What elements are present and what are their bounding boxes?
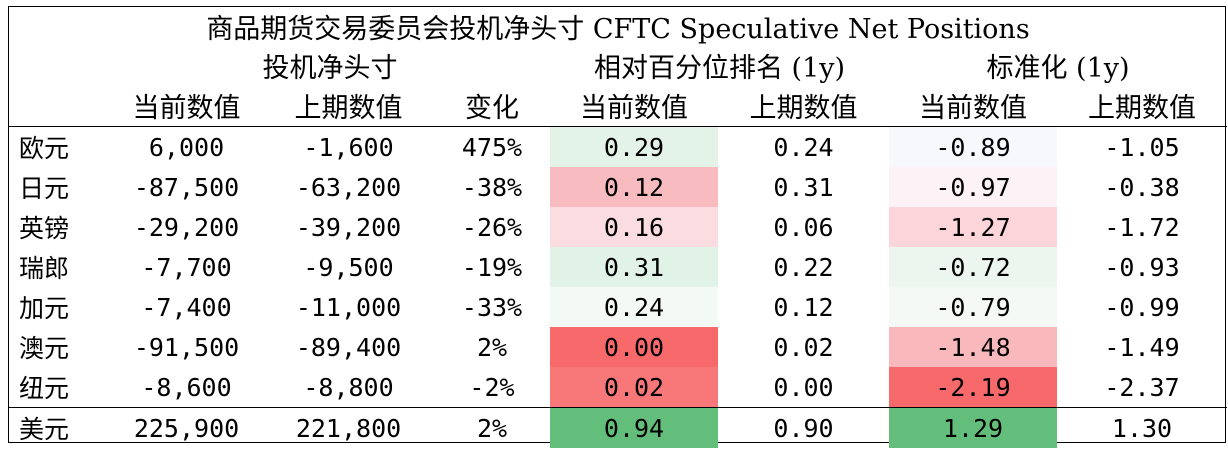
table-row: 日元 -87,500 -63,200 -38% 0.12 0.31 -0.97 -0.38 bbox=[9, 167, 1227, 207]
net-current-cell: -8,600 bbox=[141, 372, 232, 402]
rank-current-cell: 0.24 bbox=[550, 287, 718, 327]
table-row: 加元 -7,400 -11,000 -33% 0.24 0.12 -0.79 -0.99 bbox=[9, 287, 1227, 327]
std-previous-cell: -1.49 bbox=[1104, 332, 1180, 362]
net-previous-cell: -63,200 bbox=[295, 172, 402, 202]
std-previous-cell: -1.72 bbox=[1104, 212, 1180, 242]
std-previous-cell: 1.30 bbox=[1057, 407, 1227, 448]
currency-name: 纽元 bbox=[19, 374, 70, 403]
rank-current-cell: 0.31 bbox=[550, 247, 718, 287]
table-row: 欧元 6,000 -1,600 475% 0.29 0.24 -0.89 -1.05 bbox=[9, 126, 1227, 167]
std-current-cell: -0.72 bbox=[889, 247, 1057, 287]
currency-name: 澳元 bbox=[19, 334, 70, 363]
currency-name: 瑞郎 bbox=[19, 254, 70, 283]
net-current-cell: -91,500 bbox=[133, 332, 240, 362]
col-header-net-previous: 上期数值 bbox=[294, 93, 403, 124]
net-previous-cell: -8,800 bbox=[303, 372, 394, 402]
rank-previous-cell: 0.22 bbox=[773, 252, 834, 282]
std-current-cell: -2.19 bbox=[889, 367, 1057, 408]
rank-previous-cell: 0.00 bbox=[773, 372, 834, 402]
currency-name: 日元 bbox=[19, 174, 70, 203]
std-previous-cell: -0.38 bbox=[1104, 172, 1180, 202]
currency-name: 英镑 bbox=[19, 214, 70, 243]
net-previous-cell: -11,000 bbox=[295, 292, 402, 322]
net-current-cell: 225,900 bbox=[110, 407, 263, 448]
net-previous-cell: -89,400 bbox=[295, 332, 402, 362]
table-row: 澳元 -91,500 -89,400 2% 0.00 0.02 -1.48 -1.49 bbox=[9, 327, 1227, 367]
currency-name: 美元 bbox=[9, 407, 110, 448]
std-current-cell: -1.27 bbox=[889, 207, 1057, 247]
rank-current-cell: 0.29 bbox=[550, 126, 718, 167]
table-title: 商品期货交易委员会投机净头寸 CFTC Speculative Net Posi… bbox=[206, 14, 1030, 45]
table-body: 欧元 6,000 -1,600 475% 0.29 0.24 -0.89 -1.05 日元 -87… bbox=[9, 126, 1227, 448]
cftc-table-container: 商品期货交易委员会投机净头寸 CFTC Speculative Net Posi… bbox=[8, 6, 1227, 448]
net-current-cell: 6,000 bbox=[110, 126, 263, 167]
col-header-std-current: 当前数值 bbox=[919, 93, 1027, 124]
cftc-table: 商品期货交易委员会投机净头寸 CFTC Speculative Net Posi… bbox=[9, 7, 1227, 448]
std-current-cell: -1.48 bbox=[889, 327, 1057, 367]
table-row: 纽元 -8,600 -8,800 -2% 0.02 0.00 -2.19 -2.37 bbox=[9, 367, 1227, 408]
net-previous-cell: 221,800 bbox=[263, 407, 434, 448]
std-current-cell: -0.89 bbox=[889, 126, 1057, 167]
change-cell: -38% bbox=[461, 172, 523, 202]
currency-name: 加元 bbox=[19, 294, 70, 323]
std-previous-cell: -1.05 bbox=[1057, 126, 1227, 167]
change-cell: -26% bbox=[461, 212, 523, 242]
change-cell: -2% bbox=[469, 372, 515, 402]
std-current-cell: -0.79 bbox=[889, 287, 1057, 327]
rank-previous-cell: 0.24 bbox=[718, 126, 889, 167]
change-cell: 2% bbox=[476, 332, 508, 362]
rank-current-cell: 0.12 bbox=[550, 167, 718, 207]
std-previous-cell: -2.37 bbox=[1104, 372, 1180, 402]
std-current-cell: 1.29 bbox=[889, 407, 1057, 448]
group-header-net: 投机净头寸 bbox=[262, 53, 398, 84]
net-current-cell: -29,200 bbox=[133, 212, 240, 242]
rank-previous-cell: 0.12 bbox=[773, 292, 834, 322]
net-previous-cell: -9,500 bbox=[303, 252, 394, 282]
rank-current-cell: 0.94 bbox=[550, 407, 718, 448]
std-current-cell: -0.97 bbox=[889, 167, 1057, 207]
net-previous-cell: -39,200 bbox=[295, 212, 402, 242]
net-current-cell: -87,500 bbox=[133, 172, 240, 202]
col-header-change: 变化 bbox=[465, 93, 519, 124]
table-row: 英镑 -29,200 -39,200 -26% 0.16 0.06 -1.27 -1.72 bbox=[9, 207, 1227, 247]
rank-current-cell: 0.02 bbox=[550, 367, 718, 408]
rank-previous-cell: 0.31 bbox=[773, 172, 834, 202]
group-header-rank: 相对百分位排名 (1y) bbox=[593, 53, 846, 84]
change-cell: 475% bbox=[434, 126, 550, 167]
col-header-std-previous: 上期数值 bbox=[1088, 93, 1196, 124]
change-cell: -19% bbox=[461, 252, 523, 282]
group-header-std: 标准化 (1y) bbox=[986, 53, 1130, 84]
table-row: 瑞郎 -7,700 -9,500 -19% 0.31 0.22 -0.72 -0.93 bbox=[9, 247, 1227, 287]
rank-previous-cell: 0.90 bbox=[718, 407, 889, 448]
net-current-cell: -7,700 bbox=[141, 252, 232, 282]
net-previous-cell: -1,600 bbox=[263, 126, 434, 167]
change-cell: -33% bbox=[461, 292, 523, 322]
table-row: 美元 225,900 221,800 2% 0.94 0.90 1.29 1.30 bbox=[9, 407, 1227, 448]
net-current-cell: -7,400 bbox=[141, 292, 232, 322]
std-previous-cell: -0.93 bbox=[1104, 252, 1180, 282]
rank-current-cell: 0.16 bbox=[550, 207, 718, 247]
change-cell: 2% bbox=[434, 407, 550, 448]
rank-previous-cell: 0.06 bbox=[773, 212, 834, 242]
currency-name: 欧元 bbox=[9, 126, 110, 167]
col-header-rank-current: 当前数值 bbox=[580, 93, 688, 124]
rank-current-cell: 0.00 bbox=[550, 327, 718, 367]
col-header-net-current: 当前数值 bbox=[132, 93, 241, 124]
rank-previous-cell: 0.02 bbox=[773, 332, 834, 362]
std-previous-cell: -0.99 bbox=[1104, 292, 1180, 322]
col-header-rank-previous: 上期数值 bbox=[749, 93, 858, 124]
